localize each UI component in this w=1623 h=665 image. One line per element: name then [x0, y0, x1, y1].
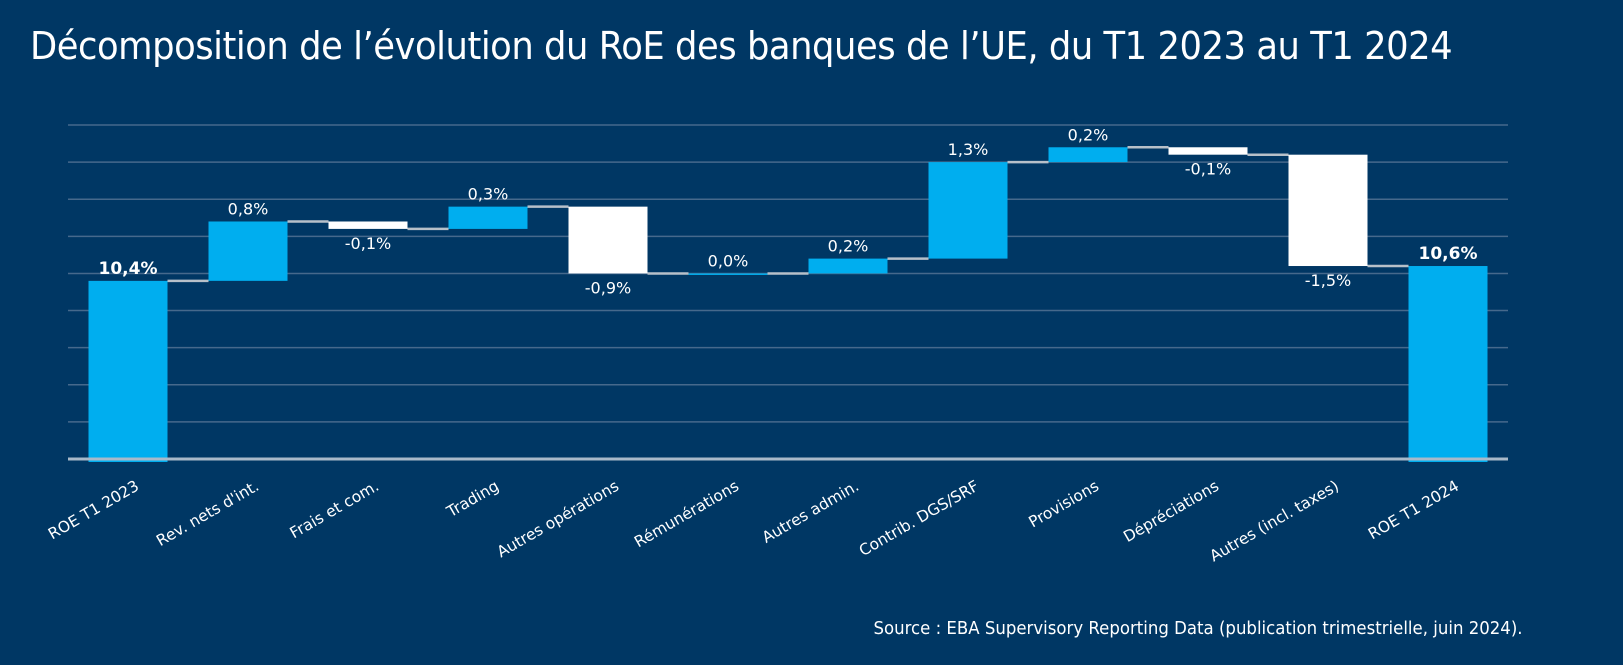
gridlines [68, 124, 1508, 423]
data-label: 10,6% [1419, 244, 1478, 264]
data-label: 0,2% [1068, 125, 1109, 144]
bars [88, 147, 1488, 462]
bar-5 [568, 206, 648, 274]
category-label: Dépréciations [1120, 477, 1222, 546]
category-label: Rémunérations [631, 477, 742, 551]
data-label: 0,0% [708, 251, 749, 270]
connectors [167, 146, 1409, 283]
chart-title: Décomposition de l’évolution du RoE des … [30, 24, 1453, 68]
category-label: Rev. nets d'int. [153, 477, 262, 550]
category-label: Provisions [1026, 477, 1102, 532]
category-label: Trading [443, 477, 502, 522]
category-label: Autres opérations [494, 477, 622, 561]
bar-9 [1048, 147, 1128, 163]
data-label: -0,1% [1185, 160, 1231, 179]
data-label: 0,3% [468, 185, 509, 204]
data-label: 1,3% [948, 140, 989, 159]
data-label: 0,8% [228, 199, 269, 218]
category-label: ROE T1 2024 [1365, 477, 1462, 543]
bar-6 [688, 273, 768, 275]
data-label: -1,5% [1305, 271, 1351, 290]
category-label: Contrib. DGS/SRF [856, 477, 982, 560]
bar-8 [928, 162, 1008, 259]
bar-3 [328, 221, 408, 229]
data-label: 10,4% [99, 259, 158, 279]
bar-7 [808, 258, 888, 274]
category-labels: ROE T1 2023 Rev. nets d'int. Frais et com.… [45, 477, 1462, 566]
data-label: -0,1% [345, 234, 391, 253]
data-labels: 10,4% 0,8% -0,1% 0,3% -0,9% 0,0% 0,2% 1,3% 0,2% -… [99, 125, 1478, 297]
bar-2 [208, 221, 288, 281]
bar-12 [1408, 266, 1488, 462]
data-label: -0,9% [585, 278, 631, 297]
category-label: ROE T1 2023 [45, 477, 142, 543]
bar-1 [88, 280, 168, 462]
source-note: Source : EBA Supervisory Reporting Data … [873, 618, 1523, 639]
category-label: Autres (incl. taxes) [1207, 477, 1342, 566]
bar-10 [1168, 147, 1248, 155]
category-label: Autres admin. [759, 477, 862, 547]
bar-4 [448, 206, 528, 229]
data-label: 0,2% [828, 237, 869, 256]
category-label: Frais et com. [287, 477, 382, 542]
bar-11 [1288, 154, 1368, 267]
